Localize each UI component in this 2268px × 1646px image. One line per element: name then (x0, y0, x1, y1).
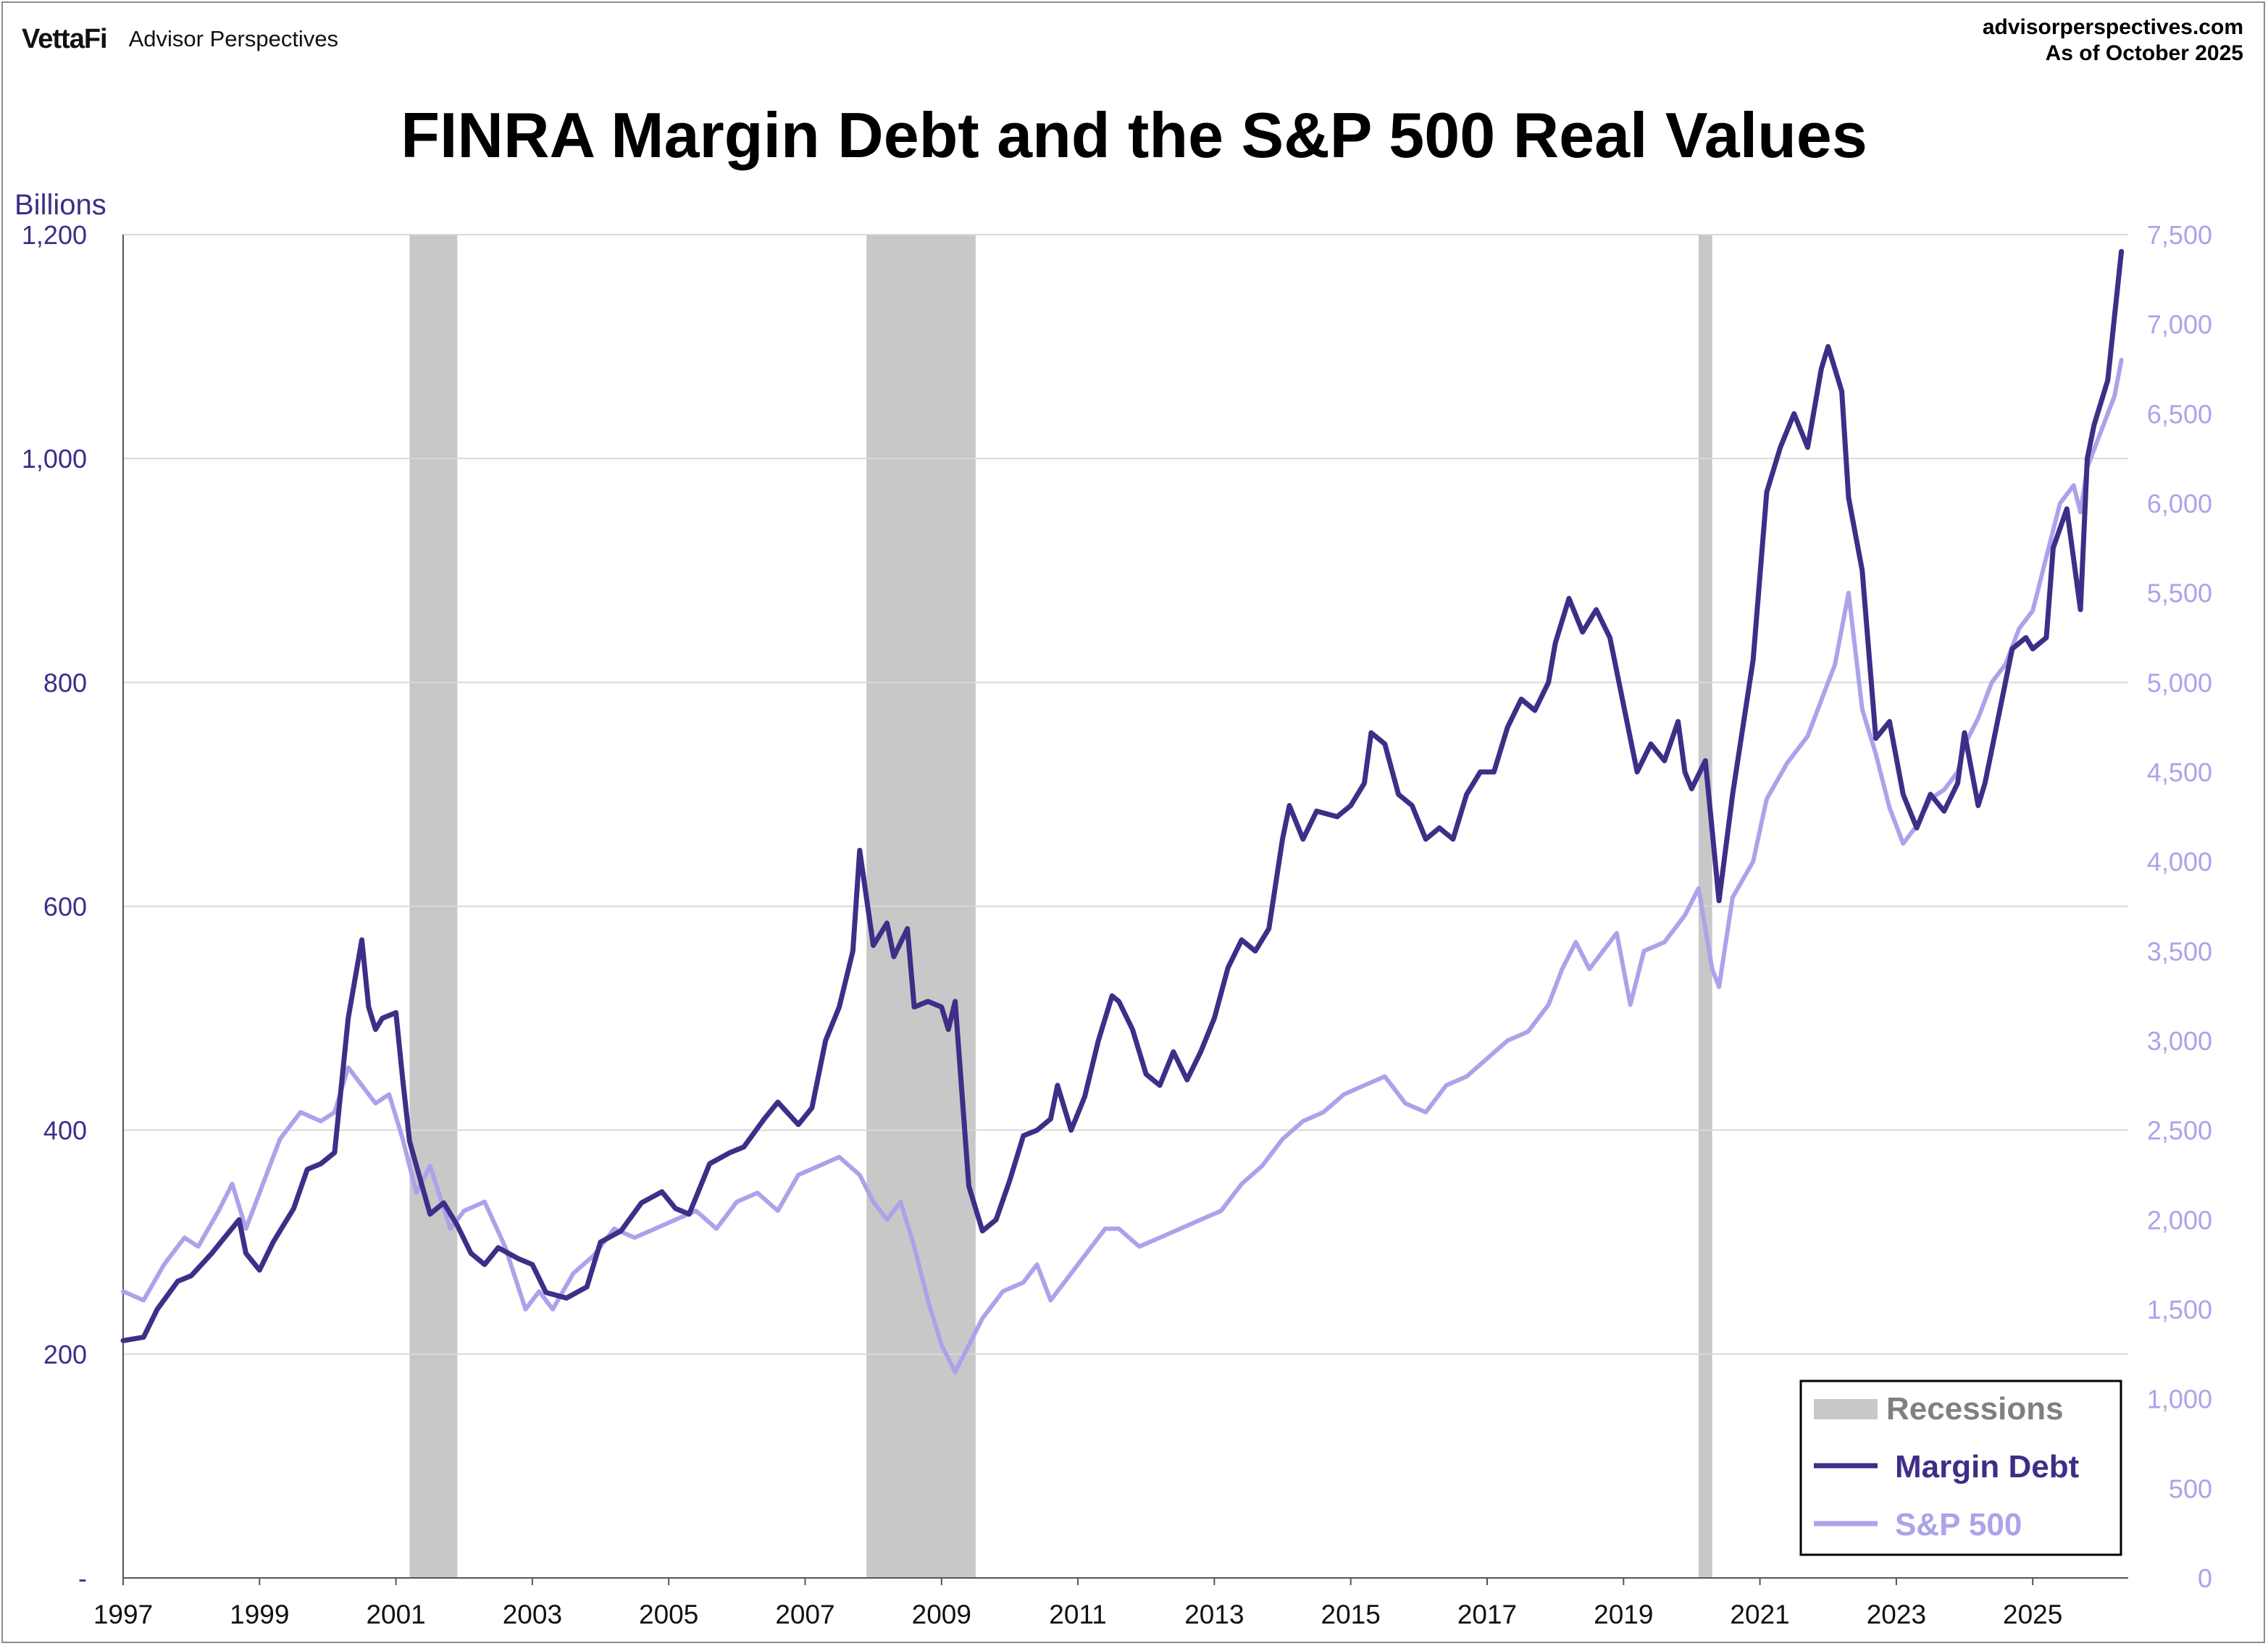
x-tick-label: 1999 (230, 1600, 289, 1629)
x-tick-label: 2011 (1049, 1600, 1107, 1629)
source-info: advisorperspectives.com As of October 20… (1983, 14, 2243, 67)
x-tick-label: 2013 (1184, 1600, 1244, 1629)
chart-title: FINRA Margin Debt and the S&P 500 Real V… (401, 99, 1867, 171)
y-right-tick-label: 5,000 (2147, 668, 2212, 697)
x-tick-label: 2005 (639, 1600, 698, 1629)
gridlines (123, 234, 2128, 1355)
x-tick-label: 2023 (1867, 1600, 1926, 1629)
y-left-tick-label: 1,200 (22, 220, 87, 250)
brand-header: VettaFi Advisor Perspectives (22, 17, 338, 61)
x-tick-label: 2001 (366, 1600, 425, 1629)
legend-sp500-label: S&P 500 (1895, 1507, 2022, 1542)
y-right-tick-label: 1,000 (2147, 1385, 2212, 1414)
y-right-tick-label: 3,000 (2147, 1026, 2212, 1056)
x-tick-label: 2017 (1457, 1600, 1517, 1629)
y-left-tick-label: 1,000 (22, 444, 87, 474)
y-right-tick-label: 1,500 (2147, 1295, 2212, 1324)
x-tick-label: 2009 (912, 1600, 971, 1629)
y-left-tick-label: 400 (43, 1116, 87, 1146)
legend-recessions-label: Recessions (1886, 1391, 2064, 1427)
y-left-tick-label: 600 (43, 892, 87, 922)
series-lines (120, 248, 2125, 1374)
as-of-date: As of October 2025 (2045, 41, 2243, 65)
axis-labels: Billions - 200 400 600 800 1,000 1,200 0 500 1,000… (14, 189, 2212, 1629)
y-left-unit-label: Billions (14, 189, 106, 221)
y-right-tick-label: 7,500 (2147, 220, 2212, 250)
y-right-tick-label: 3,500 (2147, 936, 2212, 966)
margin-debt-line (120, 248, 2125, 1343)
y-right-tick-label: 7,000 (2147, 310, 2212, 340)
x-tick-label: 2021 (1730, 1600, 1789, 1629)
x-tick-label: 2015 (1321, 1600, 1381, 1629)
y-right-tick-label: 4,500 (2147, 757, 2212, 787)
x-tick-label: 1997 (93, 1600, 153, 1629)
x-tick-label: 2025 (2003, 1600, 2062, 1629)
legend: Recessions Margin Debt S&P 500 (1799, 1380, 2122, 1556)
y-right-tick-label: 6,500 (2147, 399, 2212, 429)
y-right-tick-label: 2,000 (2147, 1205, 2212, 1235)
y-right-tick-label: 5,500 (2147, 579, 2212, 608)
brand-name: Advisor Perspectives (128, 26, 339, 51)
y-left-tick-label: 200 (43, 1340, 87, 1369)
x-tick-label: 2003 (503, 1600, 562, 1629)
axes (122, 235, 2128, 1585)
y-left-tick-label: 800 (43, 668, 87, 697)
x-tick-label: 2007 (775, 1600, 834, 1629)
y-right-tick-label: 6,000 (2147, 489, 2212, 518)
x-tick-label: 2019 (1594, 1600, 1653, 1629)
legend-recession-swatch (1814, 1399, 1878, 1419)
y-right-tick-label: 0 (2198, 1563, 2212, 1593)
y-right-tick-label: 4,000 (2147, 847, 2212, 877)
y-right-tick-label: 500 (2169, 1474, 2212, 1503)
y-left-tick-label: - (78, 1563, 87, 1593)
y-right-tick-label: 2,500 (2147, 1116, 2212, 1146)
source-url[interactable]: advisorperspectives.com (1982, 15, 2243, 39)
sp500-line (121, 358, 2124, 1374)
legend-margin-debt-label: Margin Debt (1895, 1449, 2080, 1485)
vettafi-logo[interactable]: VettaFi (22, 23, 108, 54)
